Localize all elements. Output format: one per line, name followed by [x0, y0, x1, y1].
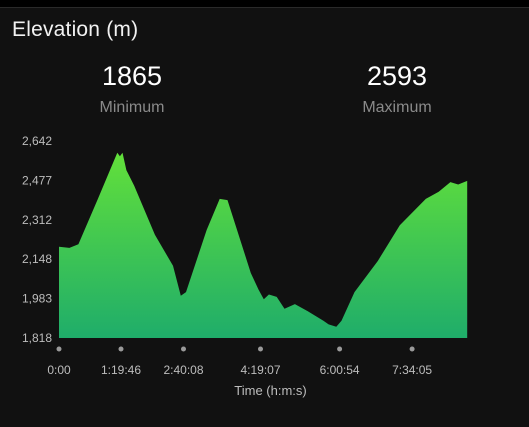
stat-maximum: 2593 Maximum: [317, 60, 477, 118]
card-title: Elevation (m): [12, 18, 139, 41]
x-tick-dot: [118, 346, 124, 352]
y-tick-label: 2,148: [22, 252, 52, 266]
y-tick-label: 1,818: [22, 331, 52, 345]
x-tick-label: 4:19:07: [240, 363, 280, 377]
y-tick-label: 2,312: [22, 213, 52, 227]
y-tick-label: 2,642: [22, 134, 52, 148]
x-axis-label: Time (h:m:s): [234, 383, 306, 398]
stat-minimum: 1865 Minimum: [52, 60, 212, 118]
x-tick-dot: [56, 346, 62, 352]
window-top-edge: [0, 0, 529, 7]
x-tick-dot: [181, 346, 186, 352]
x-tick-label: 6:00:54: [320, 363, 360, 377]
x-tick-dot: [337, 346, 343, 352]
x-tick-label: 0:00: [47, 363, 71, 377]
y-tick-label: 1,983: [22, 292, 52, 306]
stat-minimum-value: 1865: [101, 61, 163, 91]
stat-minimum-label: Minimum: [99, 99, 165, 116]
y-tick-label: 2,477: [22, 173, 52, 187]
stat-maximum-label: Maximum: [362, 99, 432, 116]
x-tick-label: 2:40:08: [163, 363, 203, 377]
stat-maximum-value: 2593: [366, 61, 428, 91]
x-tick-dot: [258, 346, 263, 352]
x-tick-dot: [409, 346, 415, 352]
x-tick-label: 1:19:46: [101, 363, 141, 377]
elevation-area-series: [59, 152, 468, 338]
x-tick-label: 7:34:05: [392, 363, 432, 377]
